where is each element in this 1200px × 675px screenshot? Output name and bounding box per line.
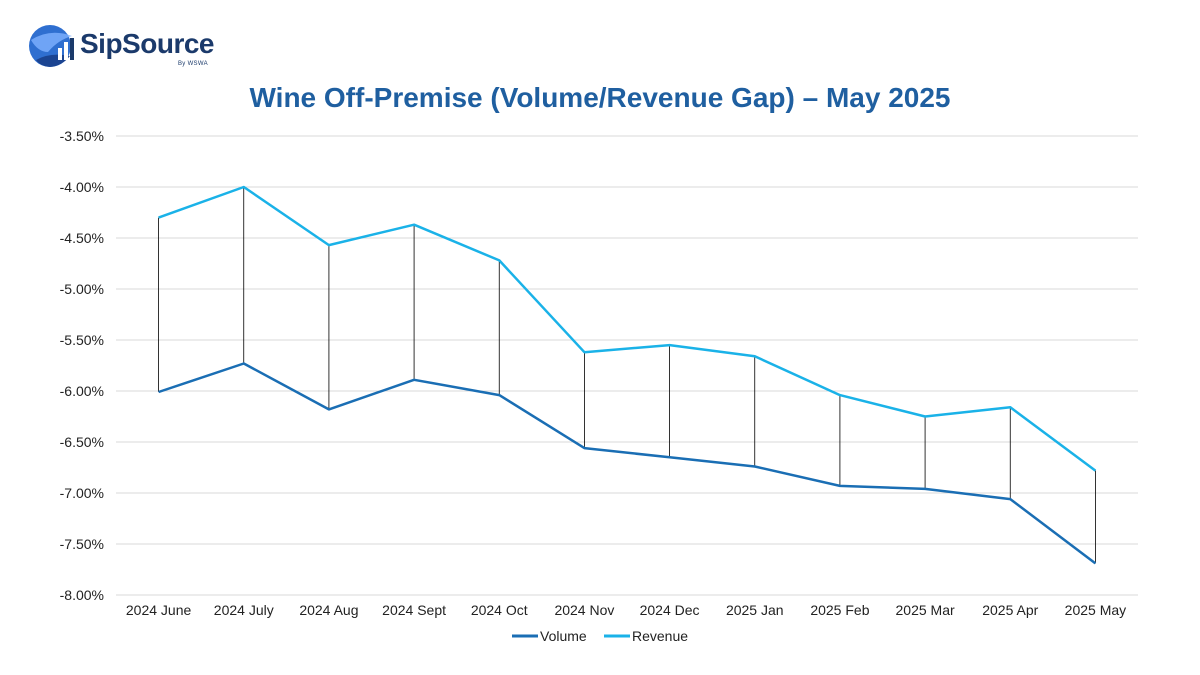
- y-tick-label: -5.50%: [60, 332, 104, 348]
- series-line-volume: [158, 362, 1097, 565]
- y-tick-label: -7.50%: [60, 536, 104, 552]
- gap-lines: [158, 187, 1096, 564]
- legend-label-volume: Volume: [540, 628, 587, 644]
- x-tick-label: 2025 May: [1065, 602, 1126, 618]
- logo-name: SipSource: [80, 28, 214, 59]
- x-tick-label: 2024 Nov: [554, 602, 614, 618]
- series-line-revenue: [158, 185, 1097, 472]
- x-tick-label: 2025 Apr: [982, 602, 1038, 618]
- sipsource-globe-icon: [29, 25, 74, 67]
- grid-lines: [116, 135, 1138, 596]
- logo-subtitle: By WSWA: [178, 61, 208, 67]
- x-tick-label: 2024 Sept: [382, 602, 446, 618]
- y-tick-label: -8.00%: [60, 587, 104, 603]
- y-tick-label: -4.00%: [60, 179, 104, 195]
- y-tick-label: -4.50%: [60, 230, 104, 246]
- series-lines: [158, 185, 1097, 565]
- x-tick-label: 2025 Feb: [810, 602, 869, 618]
- y-tick-label: -7.00%: [60, 485, 104, 501]
- legend: Volume Revenue: [512, 628, 688, 644]
- x-tick-label: 2024 Dec: [640, 602, 700, 618]
- y-tick-label: -6.00%: [60, 383, 104, 399]
- x-tick-label: 2024 Oct: [471, 602, 528, 618]
- y-tick-label: -5.00%: [60, 281, 104, 297]
- sipsource-logo: SipSource By WSWA: [28, 22, 228, 72]
- y-axis-tick-labels: -3.50% -4.00% -4.50% -5.00% -5.50% -6.00% -6.5…: [60, 128, 104, 603]
- y-tick-label: -3.50%: [60, 128, 104, 144]
- x-tick-label: 2025 Mar: [896, 602, 955, 618]
- x-axis-tick-labels: 2024 June 2024 July 2024 Aug 2024 Sept 2024 …: [126, 602, 1126, 618]
- x-tick-label: 2024 July: [214, 602, 274, 618]
- x-tick-label: 2024 June: [126, 602, 192, 618]
- legend-label-revenue: Revenue: [632, 628, 688, 644]
- x-tick-label: 2025 Jan: [726, 602, 784, 618]
- y-tick-label: -6.50%: [60, 434, 104, 450]
- chart-title: Wine Off-Premise (Volume/Revenue Gap) – …: [249, 82, 951, 113]
- x-tick-label: 2024 Aug: [299, 602, 358, 618]
